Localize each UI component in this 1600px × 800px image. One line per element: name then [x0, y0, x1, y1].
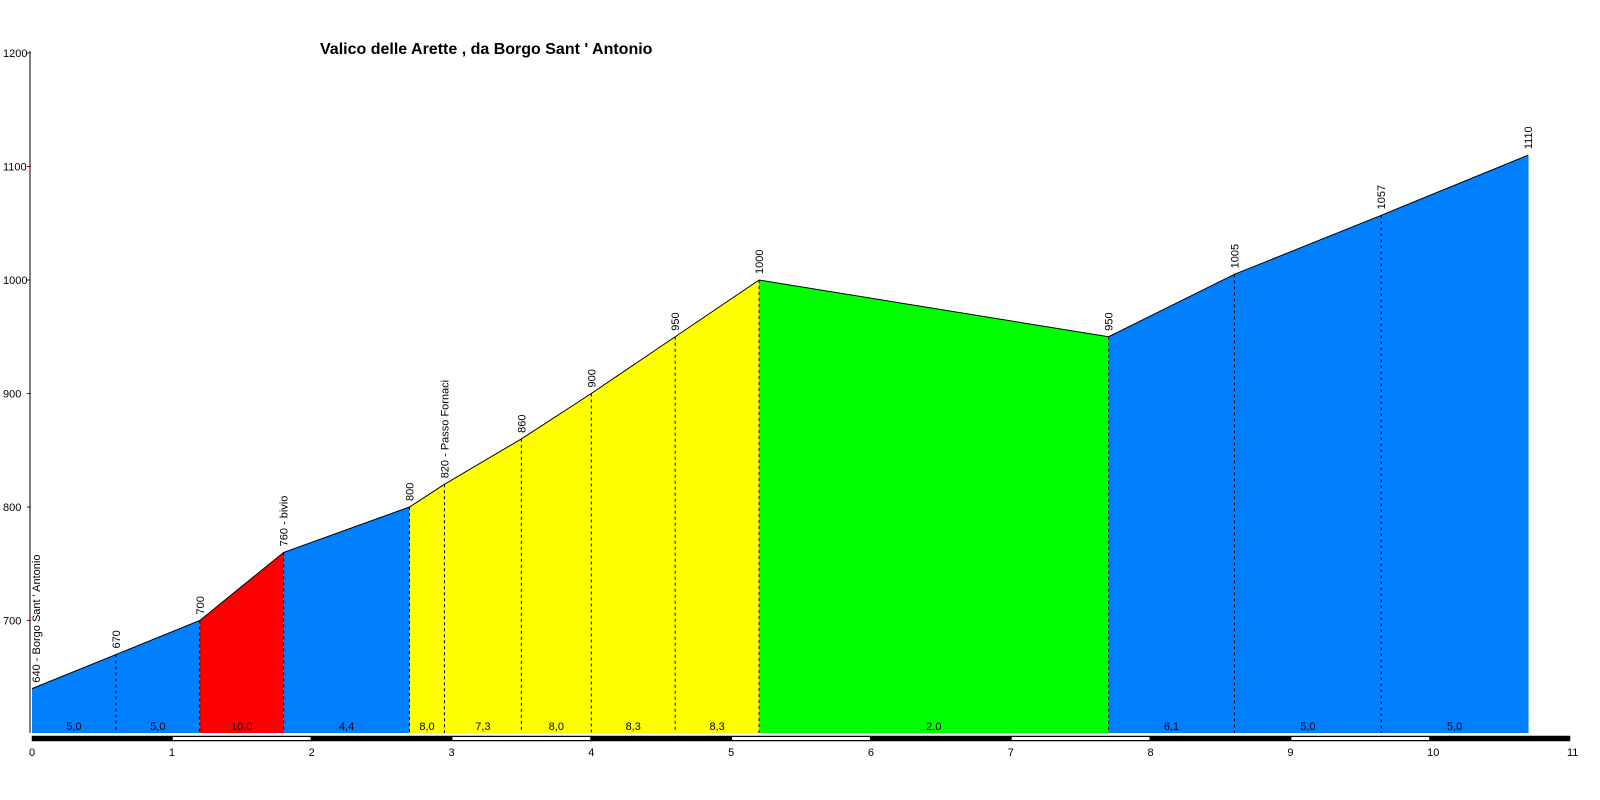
km-bar-white: [732, 737, 870, 740]
profile-segment: [1234, 215, 1382, 733]
x-tick-label: 8: [1148, 747, 1154, 759]
segment-gradient-label: 8,3: [709, 721, 724, 733]
elevation-label: 820 - Passo Fornaci: [439, 380, 451, 478]
profile-segment: [759, 280, 1109, 733]
segment-gradient-label: 5,0: [66, 721, 81, 733]
km-bar-white: [1291, 737, 1430, 740]
y-tick-label: 1000: [3, 275, 27, 287]
profile-line: [31, 154, 1529, 690]
elevation-label: 760 - bivio: [279, 496, 291, 547]
elevation-label: 900: [586, 369, 598, 387]
profile-segment: [521, 393, 592, 733]
elevation-label: 640 - Borgo Sant ' Antonio: [31, 555, 43, 683]
elevation-label: 860: [516, 415, 528, 433]
profile-segment: [591, 336, 676, 733]
x-tick-label: 3: [448, 747, 454, 759]
segment-gradient-label: 5,0: [150, 721, 165, 733]
km-bar-white: [172, 737, 311, 740]
y-tick-label: 900: [3, 389, 21, 401]
segment-gradient-label: 5,0: [1300, 721, 1315, 733]
x-tick-label: 11: [1567, 747, 1578, 759]
y-tick-label: 800: [3, 502, 21, 514]
segments-layer: [32, 155, 1529, 733]
km-bar-black: [591, 735, 732, 742]
profile-segment: [283, 507, 410, 733]
gradient-labels-layer: 5,0 5,0 10,0 4,4 8,0 7,3 8,0 8,3 8,3 2,0 6,1 5,0 5,0: [66, 721, 1462, 733]
segment-gradient-label: 8,0: [549, 721, 564, 733]
elevation-label: 1005: [1229, 244, 1241, 268]
y-tick-label: 1100: [3, 162, 27, 174]
profile-segment: [199, 552, 284, 733]
elevation-label: 1057: [1376, 185, 1388, 209]
profile-segment: [675, 280, 760, 733]
elevation-label: 950: [670, 312, 682, 330]
x-tick-label: 10: [1427, 747, 1439, 759]
km-bar-black: [31, 735, 173, 742]
y-tick-label: 1200: [3, 48, 27, 60]
x-tick-label: 2: [309, 747, 315, 759]
x-tick-label: 1: [169, 747, 175, 759]
segment-gradient-label: 5,0: [1447, 721, 1462, 733]
elevation-label: 950: [1104, 312, 1116, 330]
segment-gradient-label: 8,3: [626, 721, 641, 733]
profile-segment: [32, 654, 116, 733]
profile-segment: [409, 484, 445, 733]
km-bar-black: [1429, 735, 1571, 742]
profile-segment: [115, 620, 200, 733]
elevation-label: 1110: [1523, 126, 1535, 149]
km-bar-black: [311, 735, 452, 742]
x-tick-label: 0: [29, 747, 35, 759]
x-tick-label: 7: [1008, 747, 1014, 759]
segment-gradient-label: 10,0: [231, 721, 252, 733]
profile-segment: [1108, 274, 1235, 733]
x-tick-label: 4: [588, 747, 594, 759]
elevation-label: 700: [195, 596, 207, 614]
x-tick-label: 5: [728, 747, 734, 759]
km-bar-white: [452, 737, 591, 740]
km-bar-black: [1150, 735, 1291, 742]
km-bar-black: [870, 735, 1011, 742]
segment-gradient-label: 2,0: [926, 721, 941, 733]
x-tick-label: 6: [868, 747, 874, 759]
segment-gradient-label: 6,1: [1164, 721, 1179, 733]
y-tick-label: 700: [3, 616, 21, 628]
chart-title: Valico delle Arette , da Borgo Sant ' An…: [320, 41, 653, 58]
elevation-label: 670: [111, 630, 123, 648]
elevation-labels-layer: 640 - Borgo Sant ' Antonio 670 700 760 - bi…: [31, 126, 1535, 682]
segment-gradient-label: 4,4: [339, 721, 354, 733]
km-bar-white: [1011, 737, 1150, 740]
elevation-label: 1000: [754, 250, 766, 274]
segment-gradient-label: 7,3: [475, 721, 490, 733]
elevation-label: 800: [405, 483, 417, 501]
profile-segment: [444, 438, 522, 733]
profile-segment: [1381, 155, 1529, 733]
x-tick-label: 9: [1287, 747, 1293, 759]
km-scale-bar: 0 1 2 3 4 5 6 7 8 9 10 11: [29, 735, 1578, 759]
segment-gradient-label: 8,0: [419, 721, 434, 733]
axis-layer: 700 800 900 1000 1100 1200: [3, 48, 31, 733]
dividers-layer: [115, 155, 1529, 733]
